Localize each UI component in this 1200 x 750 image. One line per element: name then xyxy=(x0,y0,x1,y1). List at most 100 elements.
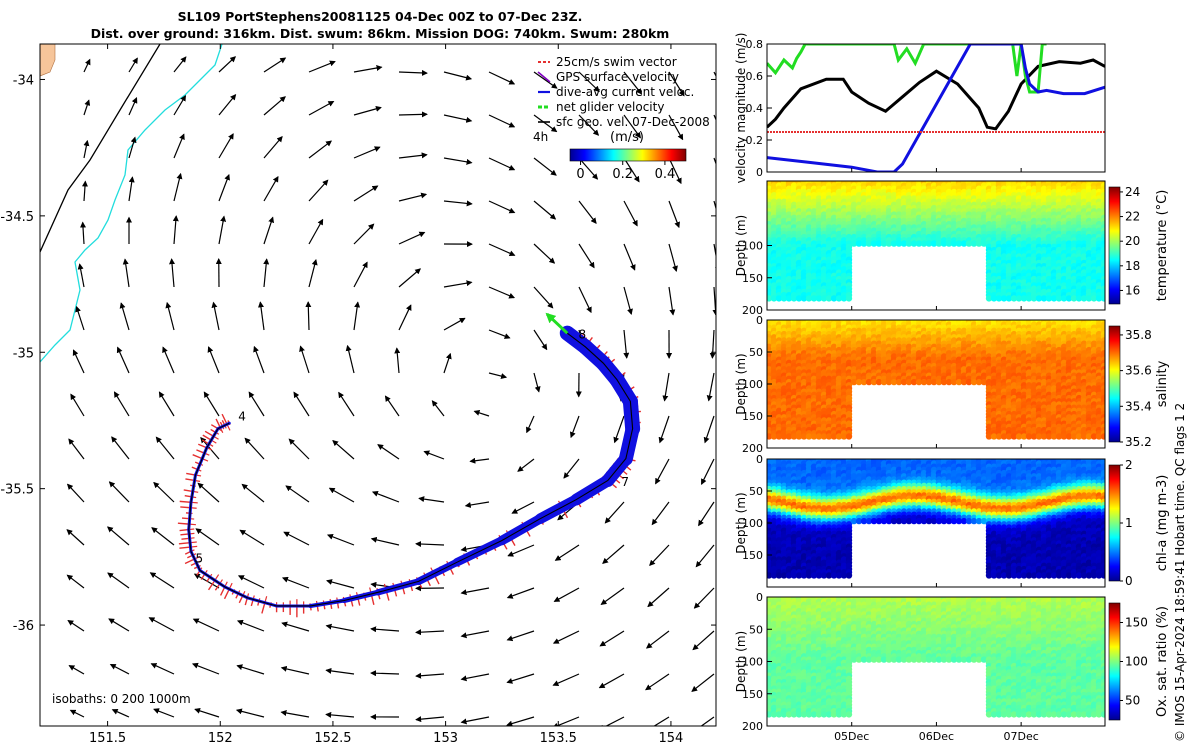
geo-velocity-arrow xyxy=(244,437,265,460)
section-point xyxy=(1065,433,1073,440)
section-point xyxy=(980,378,988,386)
geo-velocity-arrow xyxy=(77,263,85,288)
geo-velocity-arrow xyxy=(173,56,187,73)
section-point xyxy=(830,433,838,440)
geo-velocity-arrow xyxy=(552,673,580,686)
geo-velocity-arrow xyxy=(353,301,361,331)
geo-velocity-arrow xyxy=(623,157,640,183)
swim-vector xyxy=(179,546,191,549)
section-point xyxy=(1100,433,1105,440)
geo-velocity-arrow xyxy=(173,172,183,202)
map-xtick-label: 152 xyxy=(208,731,233,746)
section-colorbar xyxy=(1108,325,1121,443)
geo-velocity-arrow xyxy=(308,179,329,202)
section-point xyxy=(885,378,893,386)
map-ticks: 151.5 152 152.5 153 153.5 154-34-34.5-35-35.5… xyxy=(0,44,716,746)
section-point xyxy=(855,378,863,386)
geo-velocity-arrow xyxy=(533,71,558,89)
section-colorbar-label: temperature (°C) xyxy=(1155,190,1170,302)
geo-velocity-arrow xyxy=(517,458,535,472)
geo-velocity-arrow xyxy=(488,372,508,379)
map-ytick-label: -34 xyxy=(13,73,34,88)
geo-velocity-arrow xyxy=(394,347,401,374)
geo-velocity-arrow xyxy=(299,345,310,374)
geo-velocity-arrow xyxy=(128,136,137,159)
geo-velocity-arrow xyxy=(326,579,355,589)
geo-velocity-arrow xyxy=(288,438,310,460)
section-point xyxy=(860,240,868,247)
geo-velocity-arrow xyxy=(418,496,445,503)
geo-velocity-arrow xyxy=(668,157,682,185)
geo-velocity-arrow xyxy=(308,258,318,288)
geo-velocity-arrow xyxy=(431,400,445,417)
geo-velocity-arrow xyxy=(578,286,592,314)
section-point xyxy=(960,240,968,247)
geo-velocity-arrow xyxy=(194,707,220,718)
geo-velocity-arrow xyxy=(655,458,670,485)
geo-velocity-arrow xyxy=(119,302,130,331)
section-point xyxy=(775,295,783,302)
geo-velocity-arrow xyxy=(106,526,130,546)
section-point xyxy=(995,295,1003,302)
section-point xyxy=(865,378,873,386)
section-point xyxy=(1010,433,1018,440)
section-point xyxy=(965,378,973,386)
swim-vector xyxy=(215,418,221,428)
section-point xyxy=(945,378,953,386)
track-day-label: 5 xyxy=(195,551,203,565)
section-point xyxy=(805,295,813,302)
geo-velocity-arrow xyxy=(668,200,680,229)
section-point xyxy=(970,378,978,386)
geo-velocity-arrow xyxy=(155,436,175,460)
geo-velocity-arrow xyxy=(66,483,85,503)
swim-vector xyxy=(219,586,226,596)
section-point xyxy=(1095,295,1103,302)
section-point xyxy=(780,572,788,579)
geo-velocity-arrow xyxy=(507,544,535,557)
swim-vector xyxy=(185,478,195,482)
velocity-panel: 00.20.40.60.8 velocity magnitude (m/s) xyxy=(734,33,1106,183)
swim-vector xyxy=(261,602,266,614)
section-point xyxy=(955,240,963,247)
geo-velocity-arrow xyxy=(338,391,355,417)
geo-velocity-arrow xyxy=(701,458,715,485)
geo-velocity-arrow xyxy=(263,175,279,202)
section-point xyxy=(1075,433,1083,440)
geo-velocity-arrow xyxy=(211,301,220,331)
section-point xyxy=(910,240,918,247)
map-ytick-label: -35.5 xyxy=(0,483,34,498)
section-point xyxy=(970,240,978,247)
swim-vector xyxy=(204,430,214,437)
section-point xyxy=(820,433,828,440)
section-point xyxy=(870,240,878,247)
geo-velocity-arrow xyxy=(623,329,630,359)
section-point xyxy=(1085,433,1093,440)
geo-velocity-arrow xyxy=(150,663,175,675)
geo-velocity-arrow xyxy=(488,114,516,128)
section-point xyxy=(1040,433,1048,440)
geo-velocity-arrow xyxy=(192,618,220,632)
map-colorbar xyxy=(569,148,687,162)
geo-velocity-arrow xyxy=(598,673,625,689)
geo-velocity-arrow xyxy=(415,629,445,636)
section-ytick-label: 200 xyxy=(742,304,763,317)
geo-velocity-arrow xyxy=(239,529,265,546)
map-ytick-label: -36 xyxy=(13,619,34,634)
section-point xyxy=(1070,295,1078,302)
section-point xyxy=(1020,295,1028,302)
geo-velocity-arrow xyxy=(353,223,375,245)
geo-velocity-arrow xyxy=(460,716,490,725)
map-xtick-label: 152.5 xyxy=(314,731,351,746)
geo-velocity-arrow xyxy=(370,626,400,633)
geo-velocity-arrow xyxy=(469,457,490,464)
geo-velocity-arrow xyxy=(578,157,599,180)
section-point xyxy=(810,433,818,440)
section-point xyxy=(1050,295,1058,302)
section-point xyxy=(775,572,783,579)
section-point xyxy=(880,378,888,386)
geo-velocity-arrow xyxy=(598,716,625,726)
geo-velocity-arrow xyxy=(398,231,426,245)
section-point xyxy=(1085,295,1093,302)
